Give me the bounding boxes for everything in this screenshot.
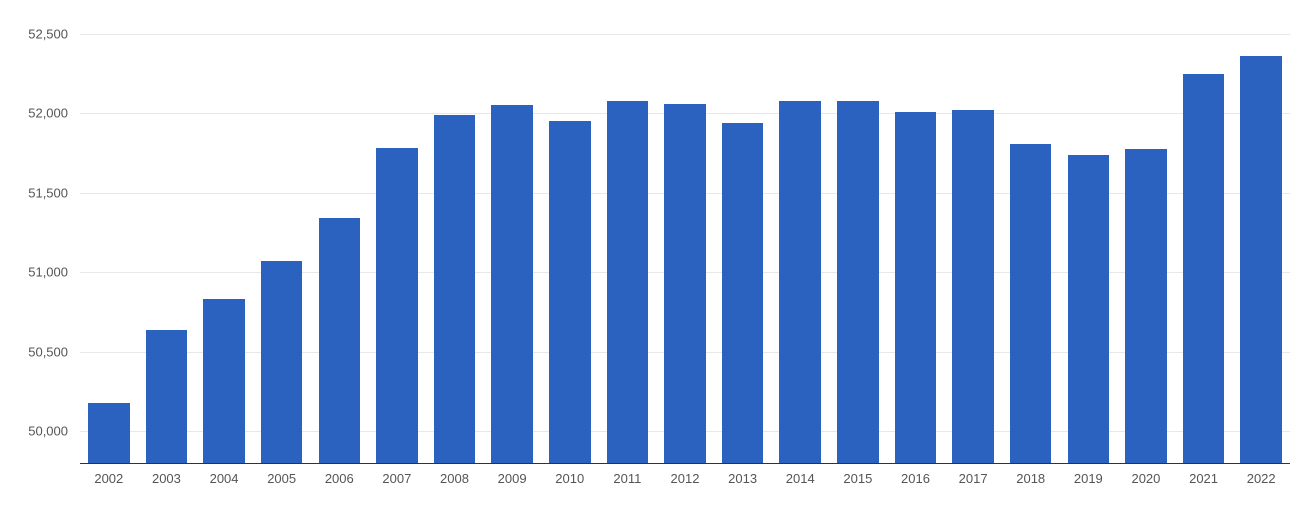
x-tick-label: 2011	[613, 471, 641, 486]
bar	[261, 261, 302, 463]
bar	[952, 110, 993, 463]
bar	[88, 403, 129, 463]
x-tick-label: 2003	[152, 471, 181, 486]
x-tick-label: 2019	[1074, 471, 1103, 486]
bar	[895, 112, 936, 463]
x-tick-label: 2022	[1247, 471, 1276, 486]
x-tick-label: 2014	[786, 471, 815, 486]
x-tick-label: 2013	[728, 471, 757, 486]
y-tick-label: 51,500	[0, 185, 68, 200]
bar	[837, 101, 878, 463]
x-tick-label: 2012	[671, 471, 700, 486]
y-tick-label: 50,500	[0, 344, 68, 359]
gridline	[80, 34, 1290, 35]
x-tick-label: 2002	[94, 471, 123, 486]
y-tick-label: 50,000	[0, 424, 68, 439]
bar	[1010, 144, 1051, 463]
x-tick-label: 2018	[1016, 471, 1045, 486]
x-tick-label: 2010	[555, 471, 584, 486]
bar	[664, 104, 705, 463]
bar	[722, 123, 763, 463]
y-tick-label: 52,000	[0, 106, 68, 121]
x-tick-label: 2017	[959, 471, 988, 486]
bar	[607, 101, 648, 463]
bar	[203, 299, 244, 463]
x-tick-label: 2021	[1189, 471, 1218, 486]
bar	[491, 105, 532, 463]
bar	[1125, 149, 1166, 463]
x-tick-label: 2015	[843, 471, 872, 486]
bar	[434, 115, 475, 463]
x-tick-label: 2008	[440, 471, 469, 486]
x-tick-label: 2007	[382, 471, 411, 486]
x-tick-label: 2016	[901, 471, 930, 486]
plot-area	[80, 18, 1290, 463]
x-tick-label: 2020	[1131, 471, 1160, 486]
bar	[319, 218, 360, 463]
x-tick-label: 2006	[325, 471, 354, 486]
x-tick-label: 2009	[498, 471, 527, 486]
bar	[549, 121, 590, 463]
bar	[146, 330, 187, 464]
bar-chart: 50,000 50,500 51,000 51,500 52,000 52,500 2002…	[0, 0, 1305, 510]
y-tick-label: 52,500	[0, 26, 68, 41]
x-tick-label: 2005	[267, 471, 296, 486]
y-tick-label: 51,000	[0, 265, 68, 280]
x-tick-label: 2004	[210, 471, 239, 486]
x-axis-line	[80, 463, 1290, 464]
bar	[1183, 74, 1224, 463]
bar	[376, 148, 417, 463]
bar	[1068, 155, 1109, 463]
bar	[1240, 56, 1281, 463]
bar	[779, 101, 820, 463]
